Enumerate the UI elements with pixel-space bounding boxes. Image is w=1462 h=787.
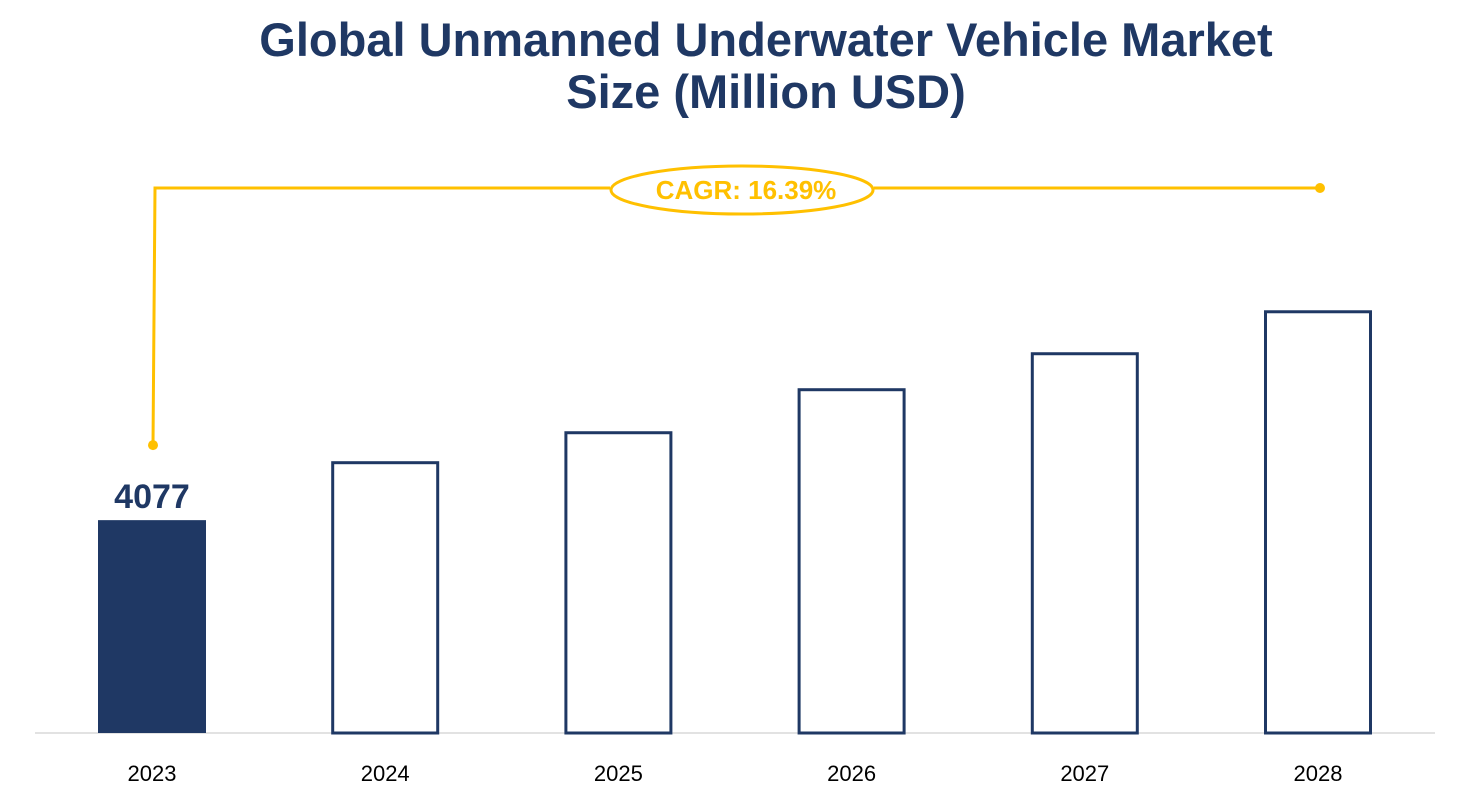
bar-2028	[1264, 310, 1372, 735]
cagr-label: CAGR: 16.39%	[656, 175, 837, 205]
x-tick-label: 2023	[128, 761, 177, 786]
bar-2023	[98, 520, 206, 733]
x-tick-label: 2025	[594, 761, 643, 786]
x-tick-label: 2024	[361, 761, 410, 786]
chart-title: Global Unmanned Underwater Vehicle Marke…	[0, 14, 1462, 118]
bar-2027	[1030, 352, 1139, 735]
bar-2026	[797, 388, 906, 735]
title-line-2: Size (Million USD)	[566, 65, 966, 118]
x-tick-label: 2026	[827, 761, 876, 786]
title-line-1: Global Unmanned Underwater Vehicle Marke…	[259, 13, 1273, 66]
x-tick-label: 2027	[1060, 761, 1109, 786]
cagr-start-dot	[148, 440, 158, 451]
cagr-end-dot	[1315, 183, 1325, 193]
cagr-line-left	[151, 186, 610, 446]
cagr-ellipse	[609, 164, 875, 216]
data-label: 4077	[114, 478, 190, 516]
x-tick-label: 2028	[1294, 761, 1343, 786]
bar-2025	[564, 431, 673, 735]
bar-2024	[331, 461, 440, 735]
